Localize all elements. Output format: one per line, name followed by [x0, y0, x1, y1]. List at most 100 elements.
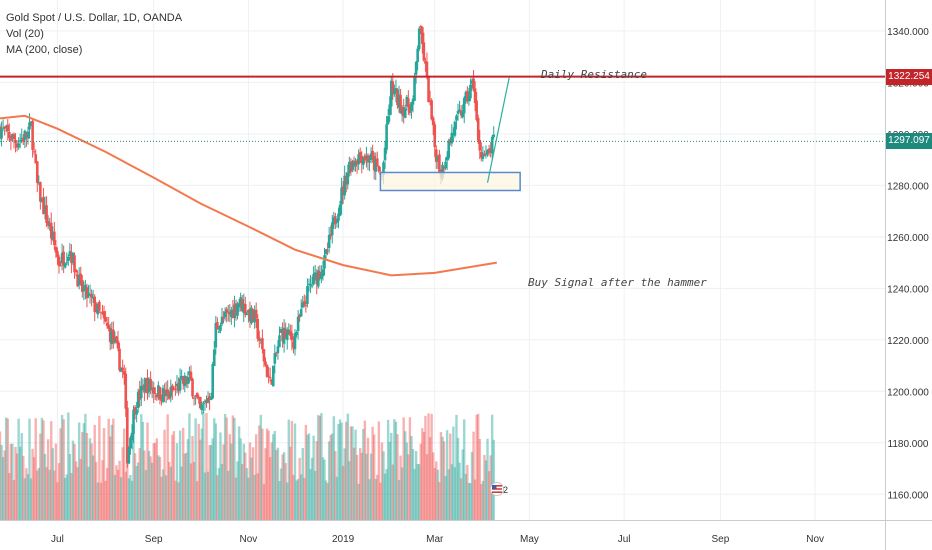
candle-body — [152, 387, 156, 394]
volume-bar — [247, 477, 250, 520]
candle-body — [155, 394, 159, 398]
candle-body — [26, 131, 30, 139]
candle-body — [214, 322, 218, 348]
candle-body — [107, 325, 110, 329]
candle-body — [365, 155, 368, 159]
candle-body — [45, 205, 48, 223]
volume-bar — [396, 434, 399, 520]
volume-bar — [278, 481, 281, 520]
volume-bar — [219, 432, 222, 520]
candle-body — [254, 309, 258, 319]
volume-bar — [166, 414, 169, 520]
volume-bar — [284, 463, 287, 520]
candle-body — [1, 127, 5, 129]
candle-body — [153, 392, 157, 394]
volume-bar — [335, 476, 339, 520]
candle-body — [8, 132, 11, 139]
candle-body — [37, 182, 41, 184]
volume-bar — [281, 454, 284, 520]
volume-bar — [191, 436, 194, 520]
volume-bar — [29, 478, 33, 520]
volume-bar — [453, 467, 457, 520]
volume-bar — [355, 454, 359, 520]
candle-body — [257, 337, 261, 341]
volume-bar — [188, 413, 191, 520]
volume-bar — [264, 448, 267, 520]
volume-bar — [416, 464, 419, 520]
x-tick-label: Mar — [426, 534, 444, 545]
buy-signal-trendline[interactable] — [486, 77, 510, 183]
volume-bar — [113, 474, 117, 520]
candle-body — [318, 271, 322, 278]
volume-bar — [82, 423, 86, 520]
x-tick-label: May — [520, 534, 539, 545]
candle-body — [217, 331, 221, 333]
candle-body — [236, 304, 239, 316]
volume-bar — [425, 454, 429, 520]
volume-bar — [64, 477, 67, 520]
volume-bar — [68, 454, 72, 520]
candle-body — [164, 390, 168, 397]
x-tick-label: Jul — [51, 534, 64, 545]
candle-body — [327, 234, 331, 249]
volume-bar — [317, 415, 320, 520]
events-count: 2 — [503, 485, 509, 495]
volume-bar — [450, 464, 454, 520]
candle-body — [411, 98, 415, 105]
candle-body — [268, 377, 272, 379]
candle-body — [11, 133, 14, 139]
candle-body — [90, 293, 93, 298]
volume-bar — [265, 428, 269, 520]
volume-bar — [119, 477, 123, 520]
candle-body — [119, 367, 123, 372]
candle-body — [315, 273, 319, 285]
volume-bar — [383, 473, 387, 520]
volume-bar — [254, 434, 258, 520]
volume-bar — [296, 479, 300, 520]
candle-body — [382, 162, 385, 175]
volume-bar — [276, 447, 280, 520]
volume-bar — [405, 442, 408, 520]
volume-bar — [42, 420, 45, 520]
candle-body — [358, 152, 362, 156]
volume-bar — [51, 448, 54, 520]
volume-bar — [123, 428, 126, 520]
candle-body — [417, 28, 421, 50]
candle-body — [194, 395, 197, 397]
volume-bar — [430, 413, 433, 520]
candle-body — [135, 409, 138, 415]
volume-bar — [32, 457, 36, 520]
support-zone-box[interactable] — [379, 171, 521, 192]
volume-bar — [315, 441, 318, 520]
candle-body — [372, 156, 376, 171]
candle-body — [377, 165, 381, 172]
volume-bar — [11, 443, 14, 520]
candle-body — [441, 164, 444, 179]
candle-body — [472, 78, 475, 89]
candle-body — [127, 447, 131, 464]
candle-body — [195, 392, 199, 398]
candle-body — [23, 130, 27, 140]
volume-bar — [475, 414, 478, 520]
candle-body — [478, 139, 482, 151]
volume-bar — [307, 433, 311, 520]
volume-bar — [107, 418, 110, 520]
candle-body — [416, 48, 419, 63]
volume-bar — [323, 459, 326, 520]
volume-bar — [43, 453, 47, 520]
volume-bar — [287, 419, 290, 520]
volume-bar — [413, 468, 416, 520]
candle-body — [400, 109, 404, 115]
candle-body — [351, 161, 354, 170]
us-flag-icon[interactable] — [490, 482, 504, 496]
candle-body — [251, 309, 255, 321]
candle-body — [383, 147, 387, 161]
legend-volume: Vol (20) — [6, 28, 44, 40]
candle-body — [316, 270, 320, 287]
volume-bar — [348, 461, 351, 520]
candle-body — [228, 311, 232, 315]
candle-body — [239, 297, 242, 306]
candle-body — [425, 61, 429, 77]
